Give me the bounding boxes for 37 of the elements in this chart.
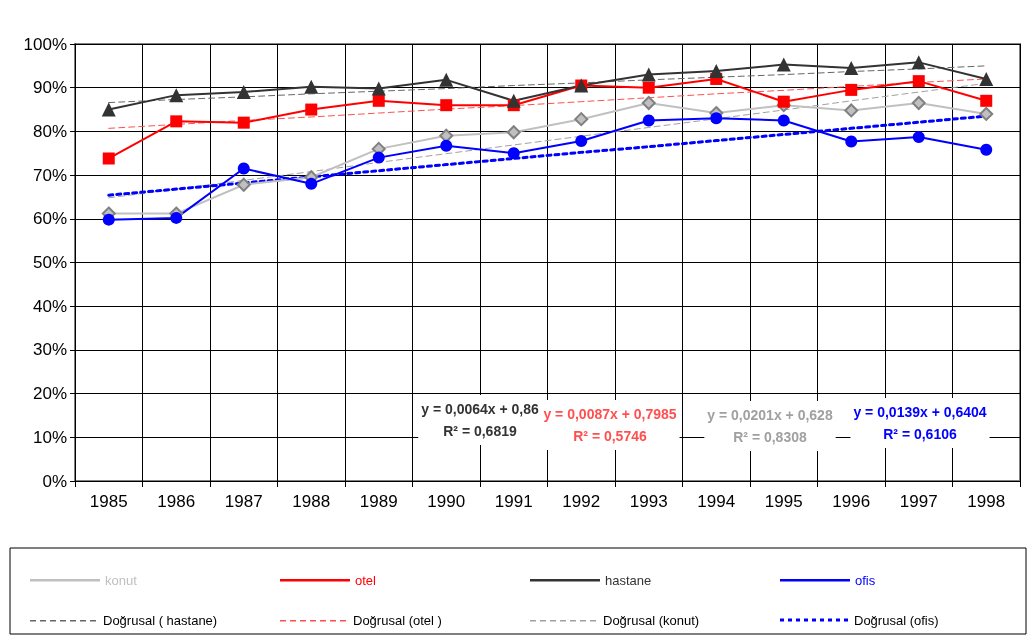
x-tick-label: 1989 [359,492,398,511]
y-tick-label: 10% [32,427,67,447]
text: konut [105,572,138,588]
x-tick-label: 1986 [157,492,196,511]
x-tick-label: 1998 [967,492,1006,511]
y-tick-label: 30% [32,340,67,360]
y-tick-label: 90% [32,78,67,98]
annotation: y = 0,0087x + 0,7985 R² = 0,5746 [543,406,677,444]
legend-label: Doğrusal (konut) [603,613,700,629]
legend-label: Doğrusal ( hastane) [103,613,218,629]
x-tick-label: 1994 [697,492,736,511]
text: ofis [855,572,876,588]
y-tick-label: 50% [32,253,67,272]
y-tick-label: 20% [32,384,67,404]
y-tick-label: 0% [42,471,67,491]
y-tick-label: 40% [32,296,67,316]
x-tick-label: 1996 [832,492,871,511]
y-tick-label: 70% [32,165,67,185]
x-tick-label: 1995 [764,492,803,511]
text: hastane [605,572,652,588]
legend-label: Doğrusal (otel ) [353,613,442,629]
x-tick-label: 1997 [899,492,938,511]
x-tick-label: 1990 [427,492,466,511]
x-tick-label: 1992 [562,492,601,511]
x-tick-label: 1987 [224,492,263,511]
y-tick-label: 60% [32,209,67,229]
x-tick-label: 1991 [494,492,533,511]
text: otel [355,572,377,588]
x-tick-label: 1985 [89,492,128,511]
y-tick-label: 100% [23,34,67,54]
y-tick-label: 80% [32,121,67,141]
annotation: y = 0,0064x + 0,86 R² = 0,6819 [421,401,539,439]
annotation: y = 0,0139x + 0,6404 R² = 0,6106 [853,404,987,442]
x-tick-label: 1988 [292,492,331,511]
x-tick-label: 1993 [629,492,668,511]
legend-label: Doğrusal (ofis) [854,612,939,628]
annotation: y = 0,0201x + 0,628 R² = 0,8308 [707,407,833,445]
